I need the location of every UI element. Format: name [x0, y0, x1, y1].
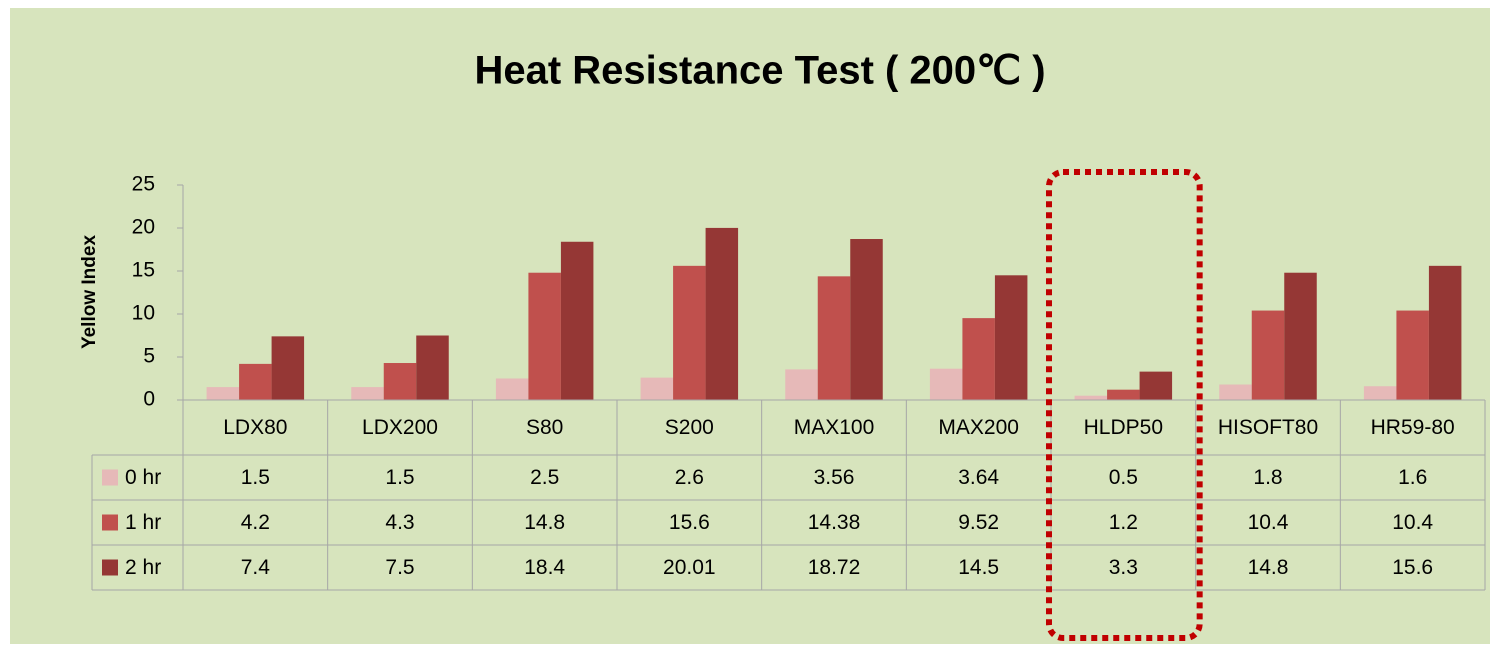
bar — [850, 239, 883, 400]
legend-label: 0 hr — [125, 466, 161, 489]
table-cell: 9.52 — [958, 511, 999, 534]
legend-label: 1 hr — [125, 511, 161, 534]
table-cell: 0.5 — [1109, 466, 1138, 489]
table-cell: 1.5 — [385, 466, 414, 489]
bar — [1251, 310, 1285, 400]
table-cell: 15.6 — [669, 511, 710, 534]
bar — [994, 275, 1028, 400]
chart-title: Heat Resistance Test ( 200℃ ) — [474, 49, 1045, 93]
bar — [383, 363, 417, 400]
table-cell: 14.8 — [524, 511, 565, 534]
table-cell: 2.6 — [675, 466, 704, 489]
table-cell: 7.5 — [385, 556, 414, 579]
table-cell: 14.8 — [1248, 556, 1289, 579]
table-cell: 18.72 — [808, 556, 861, 579]
x-tick-label: S200 — [665, 416, 714, 439]
table-cell: 10.4 — [1248, 511, 1289, 534]
bar — [705, 227, 739, 400]
legend-label: 2 hr — [125, 556, 161, 579]
x-tick-label: LDX200 — [362, 416, 438, 439]
y-tick-label: 20 — [132, 216, 155, 239]
table-cell: 7.4 — [241, 556, 271, 579]
x-tick-label: HR59-80 — [1371, 416, 1455, 439]
table-cell: 1.2 — [1109, 511, 1138, 534]
highlight-box — [1046, 169, 1203, 641]
bar — [528, 272, 561, 400]
bar — [1396, 310, 1429, 400]
x-tick-label: S80 — [526, 416, 563, 439]
y-tick-label: 15 — [132, 259, 155, 282]
bar — [1139, 371, 1173, 400]
bar — [495, 378, 529, 400]
table-cell: 4.2 — [241, 511, 270, 534]
y-tick-label: 5 — [143, 345, 155, 368]
table-cell: 14.5 — [958, 556, 999, 579]
legend-swatch — [102, 559, 118, 576]
bar — [817, 276, 851, 400]
x-tick-label: MAX200 — [938, 416, 1019, 439]
y-tick-label: 25 — [132, 173, 155, 196]
bar — [560, 241, 594, 400]
bar — [271, 336, 305, 400]
bar — [206, 387, 240, 400]
bar — [1428, 265, 1462, 400]
table-cell: 1.8 — [1253, 466, 1282, 489]
x-tick-label: HISOFT80 — [1218, 416, 1318, 439]
legend-swatch — [102, 514, 118, 531]
table-cell: 14.38 — [808, 511, 861, 534]
legend-swatch — [102, 469, 118, 486]
table-cell: 3.3 — [1109, 556, 1138, 579]
table-cell: 3.56 — [814, 466, 855, 489]
bar — [640, 377, 674, 400]
bar — [1107, 389, 1140, 400]
y-tick-label: 10 — [132, 302, 155, 325]
table-cell: 18.4 — [524, 556, 565, 579]
table-cell: 1.5 — [241, 466, 270, 489]
chart-background — [10, 8, 1490, 644]
bar — [1219, 384, 1252, 400]
bar — [673, 265, 706, 400]
bar — [962, 318, 995, 400]
table-cell: 2.5 — [530, 466, 559, 489]
table-cell: 20.01 — [663, 556, 716, 579]
bar — [239, 363, 272, 400]
table-cell: 3.64 — [958, 466, 999, 489]
y-tick-label: 0 — [143, 388, 155, 411]
table-cell: 1.6 — [1398, 466, 1427, 489]
bar — [1363, 386, 1397, 400]
x-tick-label: LDX80 — [223, 416, 287, 439]
bar — [785, 369, 818, 400]
x-tick-label: HLDP50 — [1084, 416, 1163, 439]
bar — [1284, 272, 1317, 400]
x-tick-label: MAX100 — [794, 416, 875, 439]
table-cell: 15.6 — [1392, 556, 1433, 579]
table-cell: 10.4 — [1392, 511, 1433, 534]
y-axis-label: Yellow Index — [79, 235, 100, 349]
bar — [351, 387, 384, 400]
bar — [1074, 395, 1108, 400]
table-cell: 4.3 — [385, 511, 414, 534]
bar — [416, 335, 449, 400]
bar — [929, 368, 963, 400]
